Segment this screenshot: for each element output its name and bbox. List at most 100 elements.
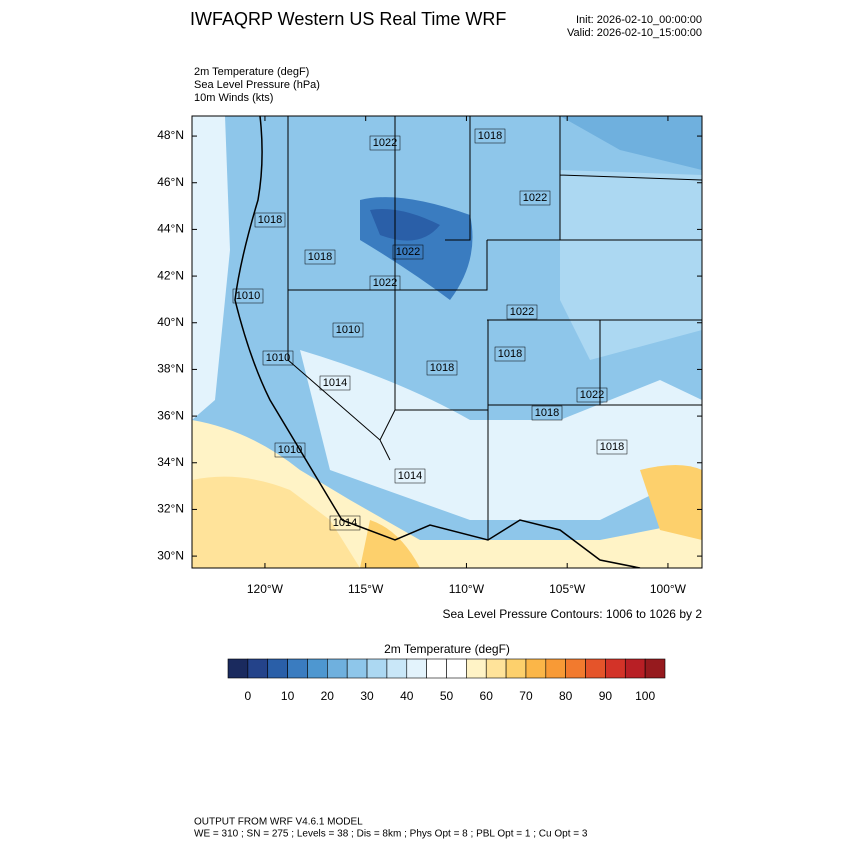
colorbar-box [247,658,269,679]
colorbar-title: 2m Temperature (degF) [384,642,510,656]
map-frame [191,115,703,569]
colorbar-box [565,658,586,679]
contour-label: 1022 [523,192,547,204]
colorbar-box [585,658,606,679]
contour-label-box [576,387,608,403]
contour-label-box [262,350,294,366]
contour-label: 1022 [580,389,604,401]
contour-label: 1018 [430,362,454,374]
title: IWFAQRP Western US Real Time WRF [190,9,506,29]
x-tick-label: 120°W [247,582,284,596]
colorbar-box [267,658,288,679]
contour-label-box [519,190,551,206]
contour-label-box [474,128,506,144]
y-tick-label: 48°N [157,128,184,142]
colorbar-box [624,658,646,679]
y-tick-label: 46°N [157,175,184,189]
contour-label: 1018 [308,251,332,263]
contour-label: 1010 [266,352,290,364]
y-tick-label: 42°N [157,268,184,282]
contour-label-box [369,275,401,291]
colorbar-tick-label: 10 [281,689,295,703]
colorbar-tick-label: 40 [400,689,414,703]
field-label: 2m Temperature (degF) [194,66,309,78]
contour-label-box [392,244,424,260]
contour-label: 1022 [373,277,397,289]
colorbar-box [485,658,507,679]
colorbar-box [327,658,348,679]
contour-label-box [596,439,628,455]
y-tick-label: 38°N [157,362,184,376]
contour-label-box [304,249,336,265]
colorbar-tick-label: 80 [559,689,573,703]
contour-label-box [332,322,364,338]
contour-label-box [506,304,538,320]
colorbar-box [287,658,308,679]
contour-label-box [319,375,351,391]
contour-label-box [494,346,526,362]
colorbar-box [644,658,666,679]
init-time: Init: 2026-02-10_00:00:00 [576,14,702,26]
y-tick-label: 34°N [157,455,184,469]
footer-line: WE = 310 ; SN = 275 ; Levels = 38 ; Dis … [194,829,588,840]
colorbar-tick-label: 50 [440,689,454,703]
colorbar-box [505,658,527,679]
map-field [192,116,702,568]
x-tick-label: 115°W [348,582,384,596]
contour-label: 1010 [336,324,360,336]
colorbar-tick-label: 90 [599,689,613,703]
contour-label-box [531,405,563,421]
contour-label-box [232,288,264,304]
contour-label: 1022 [373,137,397,149]
contour-label: 1014 [398,470,422,482]
valid-time: Valid: 2026-02-10_15:00:00 [567,27,702,39]
colorbar-box [346,658,368,679]
contour-label: 1010 [236,290,260,302]
contour-label-box [394,468,426,484]
colorbar-tick-label: 60 [480,689,494,703]
contour-label-box [426,360,458,376]
contour-label: 1010 [278,444,302,456]
contour-label: 1018 [498,348,522,360]
contour-label-box [274,442,306,458]
field-label: Sea Level Pressure (hPa) [194,79,320,91]
contour-label: 1022 [510,306,534,318]
colorbar-box [525,658,547,679]
field-label: 10m Winds (kts) [194,92,273,104]
contour-label: 1014 [323,377,347,389]
contour-label-layer: 1018 1022 1022 1018 1022 1018 1022 1010 1022 1010… [232,128,628,531]
contour-label: 1018 [258,214,282,226]
y-tick-label: 36°N [157,408,184,422]
colorbar-box [406,658,427,679]
colorbar-box [426,658,447,679]
colorbar-tick-label: 70 [519,689,533,703]
y-tick-label: 32°N [157,502,184,516]
colorbar-tick-label: 30 [360,689,374,703]
colorbar-box [446,658,467,679]
y-tick-label: 40°N [157,315,184,329]
x-tick-label: 110°W [449,582,485,596]
x-tick-label: 100°W [650,582,687,596]
colorbar-tick-label: 0 [245,689,252,703]
contour-note: Sea Level Pressure Contours: 1006 to 102… [443,607,703,621]
footer-line: OUTPUT FROM WRF V4.6.1 MODEL [194,817,363,828]
y-tick-label: 44°N [157,222,184,236]
colorbar-tick-label: 100 [635,689,655,703]
contour-label: 1022 [396,246,420,258]
contour-label-box [254,212,286,228]
y-tick-label: 30°N [157,548,184,562]
contour-label-box [369,135,401,151]
colorbar-box [466,658,487,679]
colorbar-box [605,658,626,679]
x-tick-label: 105°W [549,582,586,596]
contour-label: 1014 [333,517,357,529]
contour-label: 1018 [535,407,559,419]
colorbar-box [386,658,408,679]
colorbar-tick-label: 20 [321,689,335,703]
colorbar-box [227,658,249,679]
colorbar-box [366,658,388,679]
colorbar-box [545,658,566,679]
contour-label-box [329,515,361,531]
contour-label: 1018 [600,441,624,453]
